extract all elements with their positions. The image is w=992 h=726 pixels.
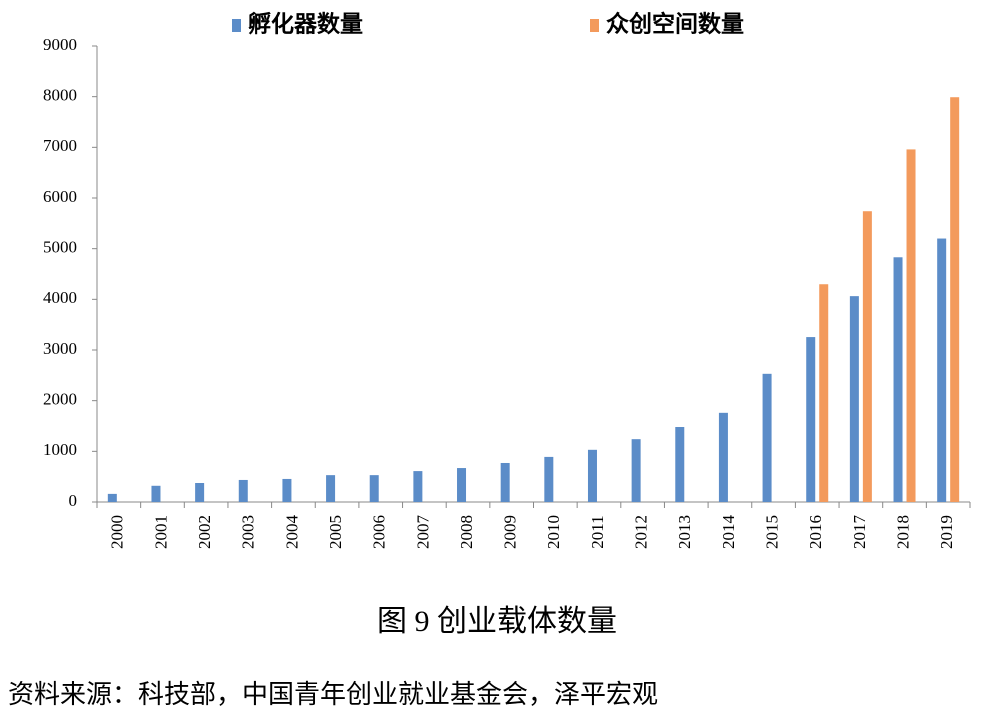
bar	[457, 468, 467, 502]
bar	[544, 456, 554, 502]
bar	[151, 485, 161, 502]
bar	[282, 478, 292, 502]
bar	[893, 257, 903, 502]
x-tick-label: 2010	[544, 515, 563, 549]
y-tick-label: 0	[69, 491, 78, 510]
bar	[950, 97, 960, 502]
bar	[238, 479, 248, 502]
legend-label: 众创空间数量	[606, 10, 744, 36]
bar	[107, 493, 117, 502]
bar	[195, 483, 205, 502]
legend-label: 孵化器数量	[248, 10, 363, 36]
y-tick-label: 1000	[43, 440, 77, 459]
bar	[862, 211, 872, 502]
x-tick-label: 2019	[937, 515, 956, 549]
x-tick-label: 2006	[370, 515, 389, 549]
bar	[587, 449, 597, 502]
bar	[631, 439, 641, 502]
x-tick-label: 2011	[588, 515, 607, 548]
bar	[413, 471, 423, 502]
x-tick-label: 2017	[850, 515, 869, 550]
source-note: 资料来源：科技部，中国青年创业就业基金会，泽平宏观	[8, 680, 658, 709]
chart-caption: 图 9 创业载体数量	[377, 605, 617, 638]
x-tick-label: 2009	[501, 515, 520, 549]
legend-swatch	[232, 19, 241, 32]
bar	[762, 373, 772, 502]
bar	[906, 149, 916, 503]
bar	[675, 427, 685, 502]
y-tick-label: 3000	[43, 339, 77, 358]
x-tick-label: 2003	[239, 515, 258, 549]
bar	[937, 238, 947, 503]
y-tick-label: 9000	[43, 35, 77, 54]
legend-swatch	[590, 19, 599, 32]
bar	[369, 475, 379, 502]
y-tick-label: 2000	[43, 390, 77, 409]
y-tick-label: 5000	[43, 238, 77, 257]
y-tick-label: 4000	[43, 288, 77, 307]
bar	[326, 475, 336, 502]
y-tick-label: 7000	[43, 136, 77, 155]
x-tick-label: 2014	[719, 515, 738, 550]
x-tick-label: 2008	[457, 515, 476, 549]
x-tick-label: 2001	[151, 515, 170, 549]
bar	[806, 337, 816, 502]
x-tick-label: 2016	[806, 515, 825, 549]
y-tick-label: 8000	[43, 86, 77, 105]
y-tick-label: 6000	[43, 187, 77, 206]
x-tick-label: 2005	[326, 515, 345, 549]
x-tick-label: 2013	[675, 515, 694, 549]
x-tick-label: 2004	[282, 515, 301, 550]
x-tick-label: 2018	[893, 515, 912, 549]
x-tick-label: 2012	[632, 515, 651, 549]
x-tick-label: 2002	[195, 515, 214, 549]
x-tick-label: 2007	[413, 515, 432, 550]
x-tick-label: 2000	[108, 515, 127, 549]
bar	[849, 296, 859, 502]
bar	[718, 412, 728, 502]
x-tick-label: 2015	[762, 515, 781, 549]
bar	[500, 462, 510, 502]
bar	[819, 284, 829, 502]
